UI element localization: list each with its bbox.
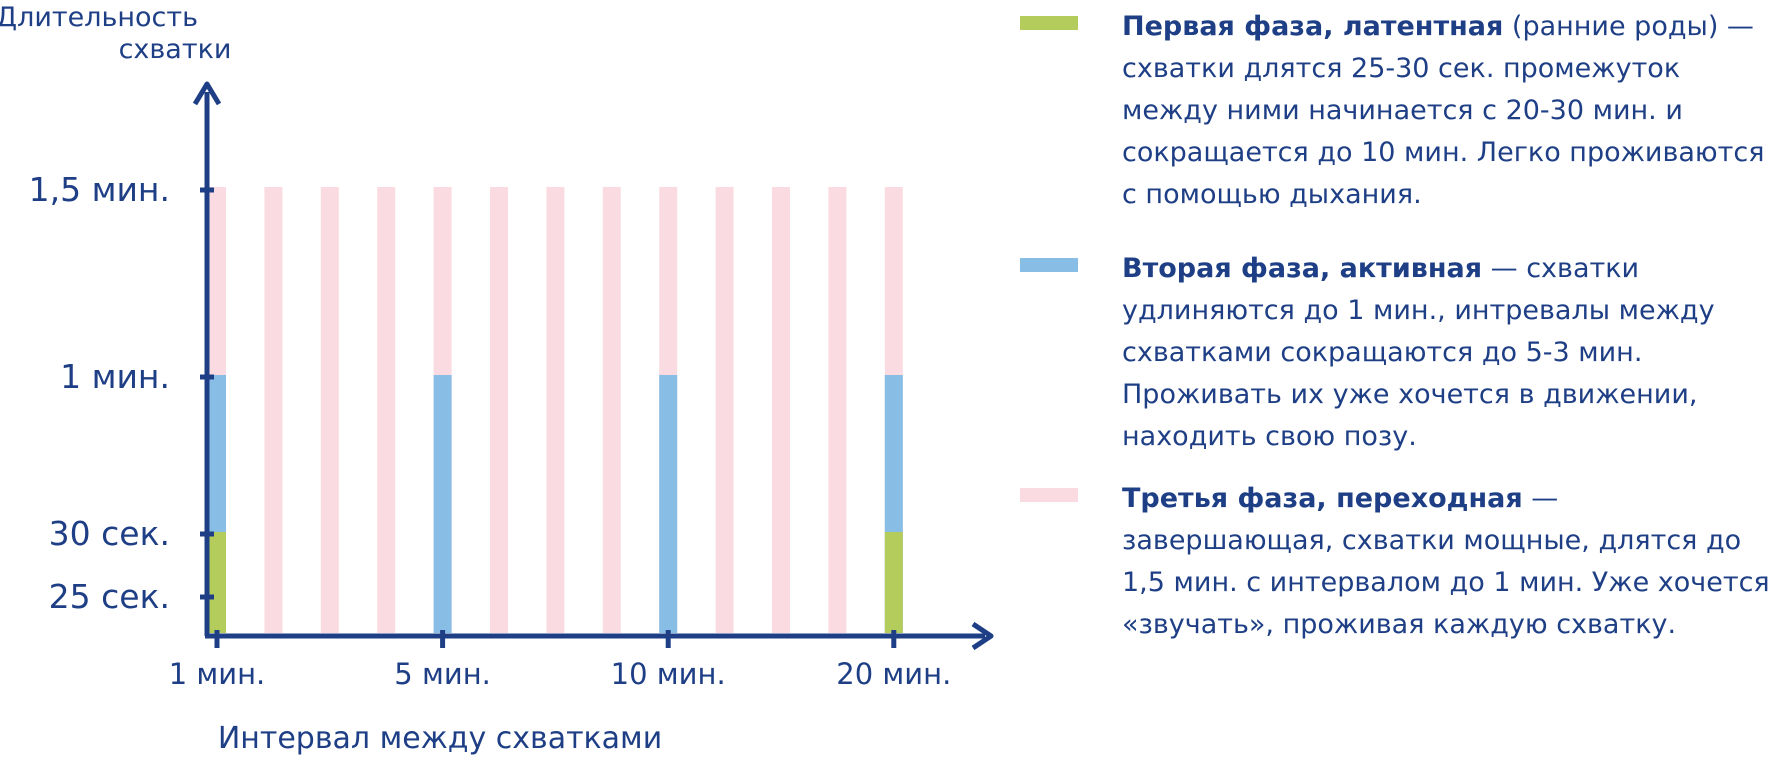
- chart: 1,5 мин. 1 мин. 30 сек. 25 сек. 1 мин. 5 мин…: [0, 2, 994, 756]
- bar-13-phase1: [884, 532, 903, 633]
- x-axis-title: Интервал между схватками: [218, 721, 662, 756]
- legend-swatch-phase-1: [1020, 16, 1078, 30]
- bar-4-phase3: [377, 187, 396, 633]
- legend-swatch-phase-2: [1020, 258, 1078, 272]
- y-tick-label-4: 25 сек.: [49, 577, 170, 616]
- legend-swatch-phase-3: [1020, 488, 1078, 502]
- y-ticks: 1,5 мин. 1 мин. 30 сек. 25 сек.: [29, 170, 214, 616]
- legend-title-phase-3: Третья фаза, переходная: [1122, 483, 1523, 514]
- bar-2-phase3: [264, 187, 283, 633]
- bar-7-phase3: [546, 187, 565, 633]
- legend-desc-phase-1: (ранние роды) — схватки длятся 25-30 сек…: [1122, 11, 1765, 210]
- x-tick-label-4: 20 мин.: [836, 657, 951, 691]
- bar-9-phase2: [659, 375, 678, 633]
- bar-8-phase3: [602, 187, 621, 633]
- legend-text-phase-2: Вторая фаза, активная — схватки удлиняют…: [1122, 248, 1778, 458]
- y-axis-arrow: [192, 81, 222, 106]
- legend-title-phase-2: Вторая фаза, активная: [1122, 253, 1483, 284]
- bar-12-phase3: [828, 187, 847, 633]
- y-axis-title-line2: схватки: [119, 34, 232, 65]
- legend-text-phase-1: Первая фаза, латентная (ранние роды) — с…: [1122, 6, 1778, 216]
- x-axis-arrow: [971, 621, 994, 651]
- bar-10-phase3: [715, 187, 734, 633]
- y-axis-title-line1: Длительность: [0, 2, 198, 33]
- bar-3-phase3: [320, 187, 339, 633]
- x-tick-label-1: 1 мин.: [169, 657, 266, 691]
- bar-11-phase3: [772, 187, 790, 633]
- y-tick-label-2: 1 мин.: [60, 357, 170, 396]
- x-tick-label-2: 5 мин.: [394, 657, 491, 691]
- x-tick-label-3: 10 мин.: [611, 657, 726, 691]
- x-ticks: 1 мин. 5 мин. 10 мин. 20 мин.: [169, 630, 951, 691]
- legend-desc-phase-2: — схватки удлиняются до 1 мин., интревал…: [1122, 253, 1715, 452]
- y-tick-label-1: 1,5 мин.: [29, 170, 170, 209]
- bar-5-phase2: [433, 375, 452, 633]
- bar-1-phase1: [208, 532, 226, 633]
- legend-desc-phase-3: — завершающая, схватки мощные, длятся до…: [1122, 483, 1770, 640]
- y-tick-label-3: 30 сек.: [49, 514, 170, 553]
- legend-title-phase-1: Первая фаза, латентная: [1122, 11, 1504, 42]
- bars-group: [208, 187, 903, 633]
- legend-text-phase-3: Третья фаза, переходная — завершающая, с…: [1122, 478, 1778, 646]
- bar-6-phase3: [490, 187, 508, 633]
